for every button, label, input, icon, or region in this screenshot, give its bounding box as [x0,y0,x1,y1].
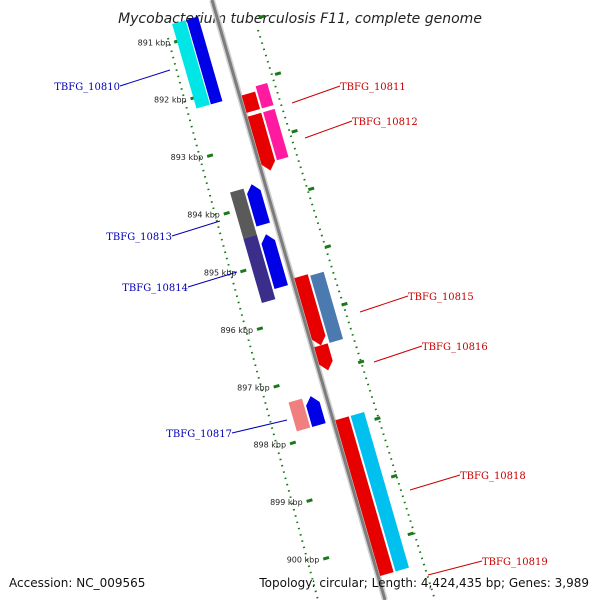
gene-leader-line [427,560,483,576]
gene-label: TBFG_10810 [54,82,120,93]
kbp-label: 896 kbp [220,326,253,335]
gene-block [350,411,409,572]
gene-features [172,16,409,576]
kbp-label: 899 kbp [270,498,303,507]
gene-labels: TBFG_10810 TBFG_10811 TBFG_10812 TBFG_10813… [54,69,548,576]
gene-block [306,396,326,427]
gene-leader-line [304,120,353,139]
gene-label: TBFG_10818 [460,471,526,482]
kbp-tick [206,153,214,158]
gene-block [230,188,257,239]
kbp-tick [374,416,381,421]
gene-label: TBFG_10819 [482,557,548,568]
kbp-scale: 891 kbp 892 kbp 893 kbp 894 kbp 895 kbp 896 k… [138,14,414,565]
kbp-tick [341,301,348,307]
map-title: Mycobacterium tuberculosis F11, complete… [118,11,482,27]
gene-leader-line [291,85,341,104]
gene-label: TBFG_10813 [106,232,172,243]
kbp-tick [256,326,264,331]
gene-block [247,184,270,227]
kbp-label: 898 kbp [253,440,286,449]
kbp-tick [322,555,330,561]
gene-block [247,112,276,171]
gene-block [261,234,288,289]
gene-label: TBFG_10816 [422,342,488,353]
gene-label: TBFG_10815 [408,292,474,303]
kbp-tick [306,498,313,503]
kbp-label: 893 kbp [171,153,204,162]
kbp-label: 897 kbp [237,384,270,393]
kbp-tick [273,383,280,389]
gene-label: TBFG_10814 [122,283,188,294]
gene-label: TBFG_10811 [340,82,406,93]
kbp-tick [407,531,414,537]
kbp-label: 900 kbp [287,556,320,565]
kbp-label: 895 kbp [204,268,237,277]
kbp-tick [289,440,297,446]
gene-block [241,91,261,113]
gene-block [255,82,274,109]
genome-backbone [209,0,388,600]
gene-leader-line [187,271,238,288]
gene-block [243,234,276,304]
gene-leader-line [373,345,423,363]
kbp-tick [258,14,265,20]
gene-leader-line [409,474,461,491]
gene-block [314,343,333,371]
gene-block [172,20,210,109]
kbp-tick [357,359,365,365]
gene-block [294,274,326,346]
gene-label: TBFG_10817 [166,429,232,440]
kbp-tick [291,128,298,134]
kbp-tick [307,186,315,192]
kbp-label: 892 kbp [154,95,187,104]
gene-block [186,16,223,105]
kbp-tick [239,268,247,274]
kbp-tick [274,71,282,76]
kbp-tick [223,211,230,216]
kbp-label: 894 kbp [187,211,220,220]
genome-stats-text: Topology: circular; Length: 4,424,435 bp… [258,576,589,590]
gene-leader-line [359,295,409,313]
kbp-tick [324,244,332,249]
accession-text: Accession: NC_009565 [9,576,145,590]
gene-block [310,271,344,343]
gene-leader-line [231,419,288,434]
gene-leader-line [119,69,171,87]
gene-leader-line [171,220,221,237]
kbp-tick [390,473,398,479]
gene-label: TBFG_10812 [352,117,418,128]
gene-block [335,416,394,576]
gene-block [263,108,289,161]
kbp-label: 891 kbp [138,39,171,48]
gene-block [288,398,311,432]
